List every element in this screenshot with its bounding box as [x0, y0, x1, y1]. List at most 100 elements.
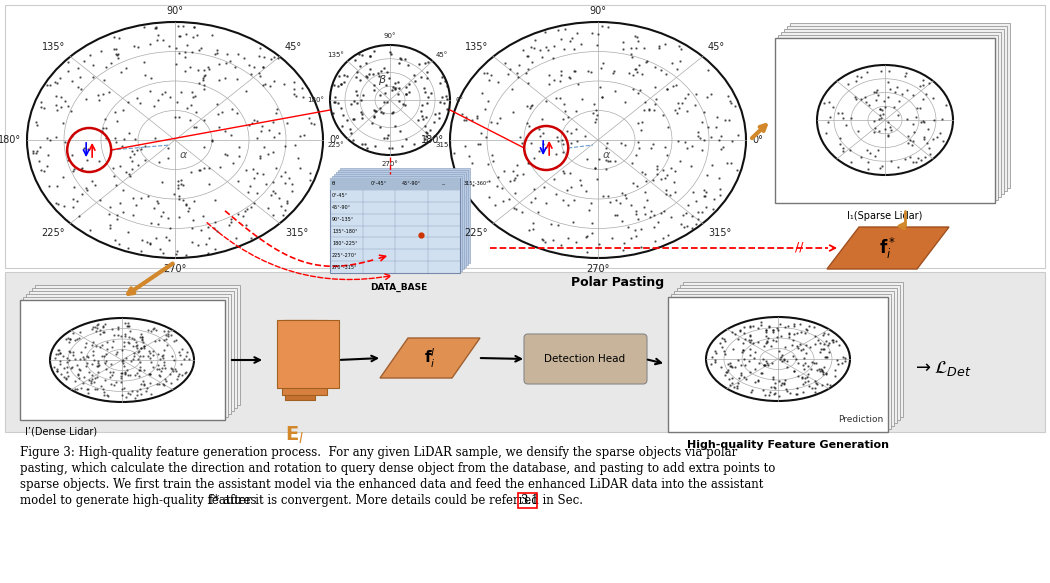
Point: [645, 175, 662, 184]
Point: [835, 147, 852, 156]
Text: 3.1: 3.1: [521, 494, 539, 507]
Point: [415, 114, 432, 124]
Point: [674, 99, 691, 108]
Point: [123, 356, 140, 365]
Point: [61, 355, 78, 364]
Point: [696, 135, 713, 145]
Point: [624, 158, 640, 167]
Point: [727, 101, 743, 111]
Point: [692, 133, 709, 142]
Point: [128, 146, 145, 155]
Point: [96, 390, 112, 399]
Point: [257, 180, 274, 189]
Point: [483, 71, 500, 80]
Text: 315°: 315°: [436, 142, 453, 148]
Point: [127, 201, 144, 210]
Point: [216, 127, 233, 136]
Point: [159, 340, 175, 350]
Point: [107, 45, 124, 54]
Point: [406, 76, 423, 86]
Point: [217, 73, 234, 83]
Point: [79, 384, 96, 394]
Point: [880, 118, 897, 127]
Point: [145, 323, 162, 332]
Point: [381, 143, 398, 153]
Point: [94, 89, 111, 99]
Point: [546, 42, 563, 51]
Point: [560, 112, 576, 121]
Point: [868, 85, 885, 94]
Point: [707, 357, 723, 366]
Point: [912, 156, 929, 165]
Point: [254, 63, 271, 72]
Point: [723, 373, 740, 382]
Point: [152, 244, 169, 254]
Point: [366, 142, 383, 151]
Point: [806, 384, 823, 393]
Point: [760, 391, 777, 400]
Point: [519, 52, 536, 61]
Point: [659, 170, 676, 180]
Point: [721, 380, 738, 389]
Point: [576, 131, 593, 141]
Point: [419, 137, 436, 146]
Point: [816, 339, 833, 349]
Point: [530, 124, 547, 134]
Point: [583, 67, 600, 76]
Point: [638, 195, 655, 205]
Point: [152, 366, 169, 375]
Point: [563, 138, 580, 147]
Point: [195, 73, 212, 83]
Point: [872, 104, 888, 114]
Point: [715, 142, 732, 151]
Point: [649, 164, 666, 173]
Point: [98, 124, 114, 133]
Point: [784, 335, 801, 345]
Point: [688, 89, 705, 99]
Point: [121, 321, 138, 330]
Point: [729, 166, 746, 175]
Point: [176, 66, 193, 75]
Point: [277, 141, 294, 150]
Point: [904, 157, 921, 166]
Point: [561, 73, 578, 82]
Point: [554, 166, 571, 175]
Point: [676, 223, 693, 232]
Point: [765, 382, 782, 392]
Point: [124, 156, 141, 166]
Point: [789, 341, 805, 350]
Point: [155, 357, 172, 367]
FancyBboxPatch shape: [778, 35, 997, 200]
Point: [230, 50, 247, 59]
Point: [741, 322, 758, 332]
Point: [154, 380, 171, 389]
Point: [135, 380, 152, 389]
Point: [83, 324, 100, 333]
Point: [816, 345, 833, 354]
Point: [93, 352, 110, 361]
Point: [189, 30, 206, 40]
Point: [107, 133, 124, 142]
Point: [806, 331, 823, 340]
Point: [800, 362, 817, 371]
Point: [64, 203, 81, 212]
Point: [737, 374, 754, 384]
Point: [243, 69, 259, 79]
Point: [746, 339, 762, 348]
Point: [764, 374, 781, 384]
Point: [135, 341, 152, 350]
Point: [902, 152, 919, 161]
Point: [776, 380, 793, 389]
Point: [398, 89, 415, 99]
Point: [252, 152, 269, 161]
Point: [239, 187, 256, 196]
Point: [560, 234, 576, 243]
Point: [265, 187, 281, 196]
Point: [131, 363, 148, 372]
Point: [143, 218, 160, 227]
Point: [759, 358, 776, 367]
Point: [108, 50, 125, 59]
Point: [656, 143, 673, 152]
Point: [165, 367, 182, 376]
Point: [513, 208, 530, 217]
